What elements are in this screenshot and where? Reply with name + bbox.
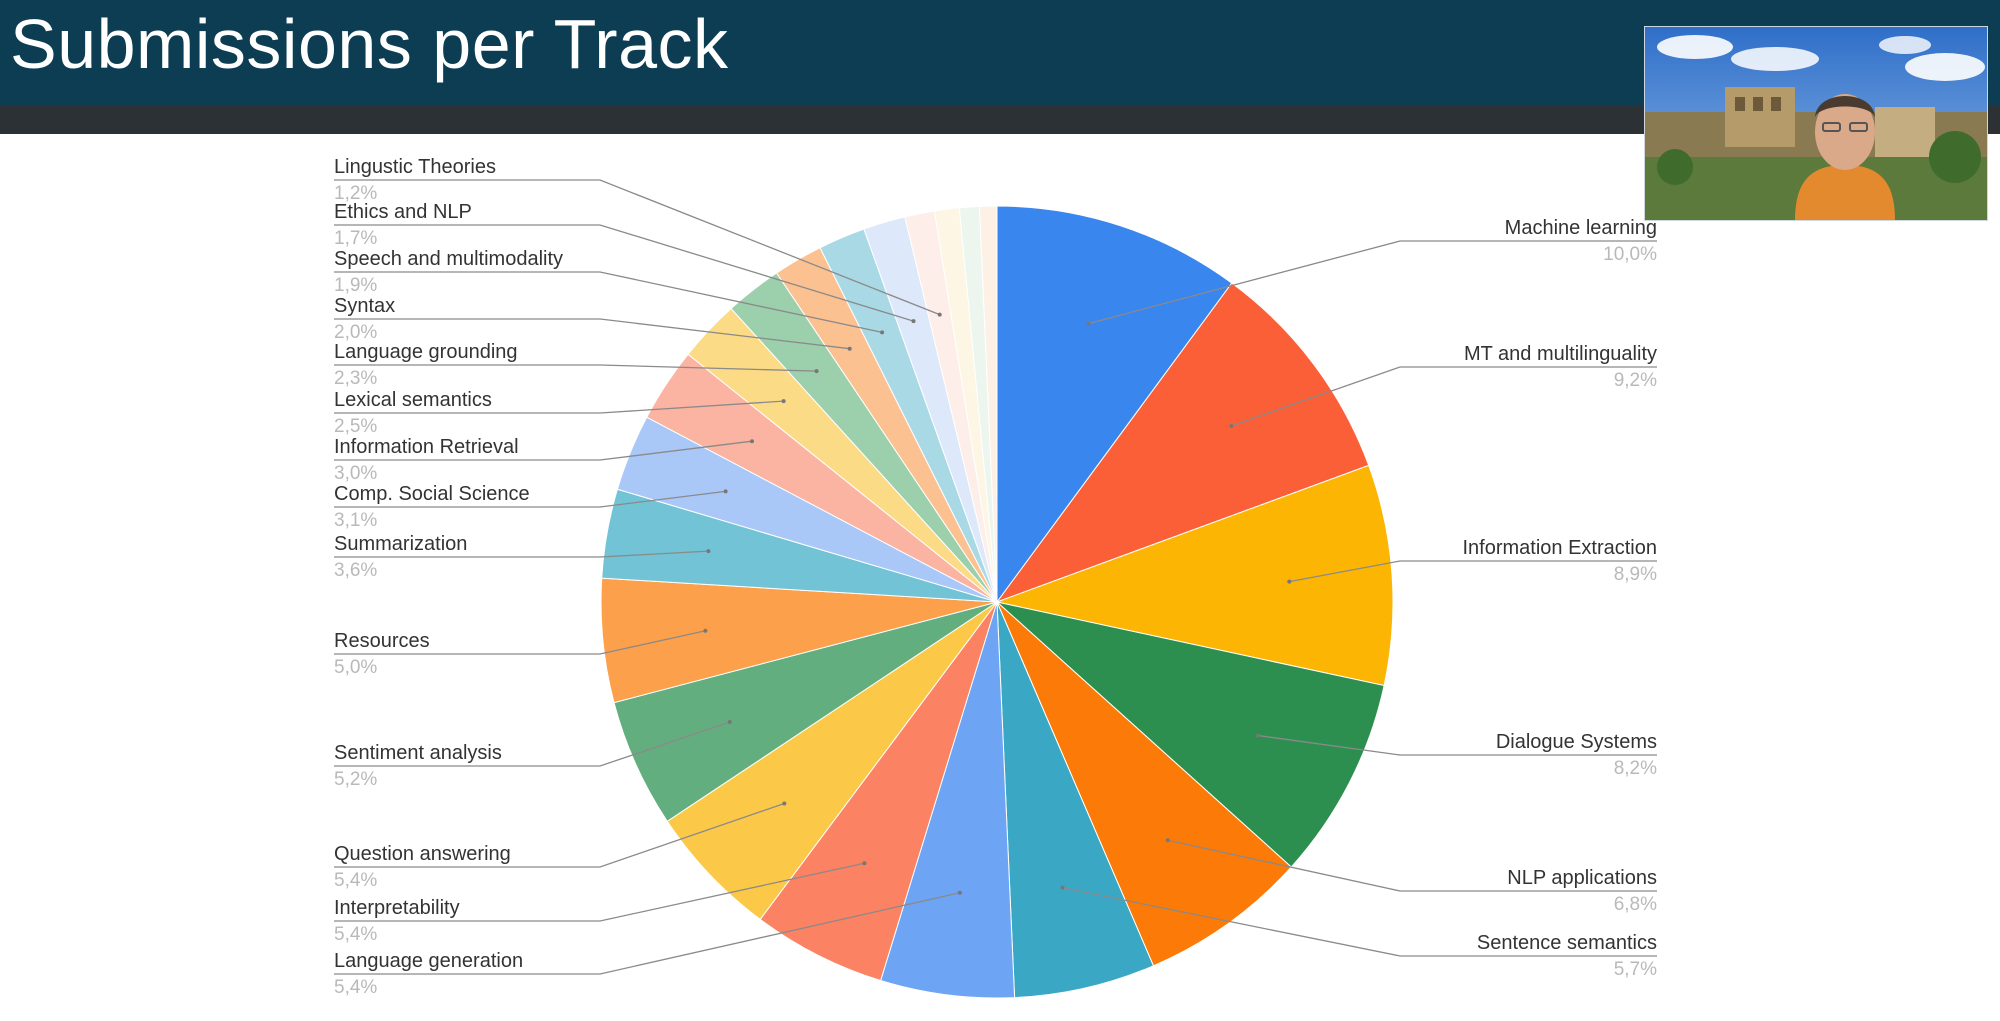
slice-value-question-answering: 5,4% <box>334 870 377 891</box>
slice-value-syntax: 2,0% <box>334 322 377 343</box>
slice-machine-learning <box>996 205 1233 604</box>
leader-line-information-retrieval <box>334 440 753 461</box>
slice-value-mt-and-multilinguality: 9,2% <box>1614 370 1657 391</box>
slice-value-interpretability: 5,4% <box>334 924 377 945</box>
slice-label-interpretability: Interpretability <box>334 897 460 919</box>
leader-lines <box>334 179 1657 975</box>
slice-label-machine-learning: Machine learning <box>1505 217 1657 239</box>
slice-value-dialogue-systems: 8,2% <box>1614 758 1657 779</box>
slice-label-summarization: Summarization <box>334 533 467 555</box>
leader-line-machine-learning <box>1088 240 1657 325</box>
slice-labels: Machine learning 10,0% MT and multilingual… <box>334 156 1657 998</box>
slice-value-machine-learning: 10,0% <box>1603 244 1657 265</box>
leader-line-dialogue-systems <box>1257 734 1657 756</box>
leader-dot-nlp-applications <box>1165 838 1170 843</box>
pie-slices <box>600 205 1394 999</box>
slice-label-language-generation: Language generation <box>334 950 523 972</box>
slice-label-syntax: Syntax <box>334 295 395 317</box>
leader-line-lexical-semantics <box>334 400 784 414</box>
slice-mt-and-multilinguality <box>995 282 1370 604</box>
slice-dialogue-systems <box>995 601 1385 868</box>
slice-value-language-grounding: 2,3% <box>334 368 377 389</box>
leader-line-mt-and-multilinguality <box>1231 366 1657 427</box>
leader-dot-information-extraction <box>1287 579 1292 584</box>
leader-line-information-extraction <box>1289 560 1657 583</box>
leader-dot-information-retrieval <box>750 439 754 444</box>
slice-label-language-grounding: Language grounding <box>334 341 518 363</box>
slice-label-question-answering: Question answering <box>334 843 511 865</box>
leader-line-resources <box>334 630 706 655</box>
leader-dot-interpretability <box>862 861 867 866</box>
leader-dot-summarization <box>706 549 711 554</box>
slice-label-sentence-semantics: Sentence semantics <box>1477 932 1657 954</box>
leader-dot-mt-and-multilinguality <box>1229 424 1234 428</box>
slice-label-information-retrieval: Information Retrieval <box>334 436 519 458</box>
slice-language-generation <box>879 601 1016 999</box>
slice-value-summarization: 3,6% <box>334 560 377 581</box>
slice-label-sentiment-analysis: Sentiment analysis <box>334 742 502 764</box>
leader-dot-lexical-semantics <box>781 399 786 404</box>
leader-line-language-grounding <box>334 364 817 372</box>
leader-dot-ethics-and-nlp <box>911 319 916 324</box>
presenter-webcam <box>1644 26 1988 221</box>
leader-dot-speech-and-multimodality <box>880 330 885 335</box>
slice-label-lingustic-theories: Lingustic Theories <box>334 156 496 178</box>
leader-dot-question-answering <box>782 801 787 806</box>
leader-dot-syntax <box>847 346 852 351</box>
leader-line-language-generation <box>334 892 961 975</box>
leader-dot-sentiment-analysis <box>727 720 732 724</box>
slice-interpretability <box>759 601 998 982</box>
leader-line-interpretability <box>334 862 865 922</box>
leader-dot-lingustic-theories <box>937 312 942 317</box>
leader-line-question-answering <box>334 802 785 868</box>
slice-label-lexical-semantics: Lexical semantics <box>334 389 492 411</box>
slice-value-lexical-semantics: 2,5% <box>334 416 377 437</box>
slice-nlp-applications <box>996 601 1292 967</box>
leader-line-lingustic-theories <box>334 179 940 316</box>
leader-line-speech-and-multimodality <box>334 271 883 334</box>
slice-label-resources: Resources <box>334 630 430 652</box>
slice-value-resources: 5,0% <box>334 657 377 678</box>
slice-value-sentiment-analysis: 5,2% <box>334 769 377 790</box>
leader-dot-sentence-semantics <box>1060 885 1065 890</box>
presenter-video-icon <box>1645 27 1987 220</box>
slice-value-sentence-semantics: 5,7% <box>1614 959 1657 980</box>
slice-value-information-extraction: 8,9% <box>1614 564 1657 585</box>
slice-label-speech-and-multimodality: Speech and multimodality <box>334 248 563 270</box>
slice-label-comp-social-science: Comp. Social Science <box>334 483 530 505</box>
slice-value-nlp-applications: 6,8% <box>1614 894 1657 915</box>
leader-dot-dialogue-systems <box>1255 733 1260 738</box>
slice-unlabeled-22 <box>978 205 998 603</box>
leader-line-nlp-applications <box>1167 839 1657 892</box>
leader-line-sentiment-analysis <box>334 721 730 767</box>
leader-dot-resources <box>703 628 708 633</box>
leader-line-ethics-and-nlp <box>334 224 914 322</box>
leader-line-sentence-semantics <box>1062 886 1657 957</box>
slice-value-lingustic-theories: 1,2% <box>334 183 377 204</box>
slide-title: Submissions per Track <box>10 5 729 83</box>
slice-value-speech-and-multimodality: 1,9% <box>334 275 377 296</box>
slice-information-extraction <box>995 464 1394 687</box>
slice-value-comp-social-science: 3,1% <box>334 510 377 531</box>
slice-value-information-retrieval: 3,0% <box>334 463 377 484</box>
leader-line-comp-social-science <box>334 490 726 508</box>
leader-line-syntax <box>334 318 850 350</box>
slice-label-information-extraction: Information Extraction <box>1462 537 1657 559</box>
slice-value-language-generation: 5,4% <box>334 977 377 998</box>
slice-label-dialogue-systems: Dialogue Systems <box>1496 731 1657 753</box>
leader-dot-language-generation <box>957 890 962 895</box>
leader-dot-comp-social-science <box>723 489 728 494</box>
leader-dot-machine-learning <box>1086 321 1091 326</box>
leader-line-summarization <box>334 550 709 558</box>
leader-dot-language-grounding <box>814 369 819 374</box>
slice-question-answering <box>666 601 998 921</box>
slice-label-ethics-and-nlp: Ethics and NLP <box>334 201 472 223</box>
slice-value-ethics-and-nlp: 1,7% <box>334 228 377 249</box>
slice-label-mt-and-multilinguality: MT and multilinguality <box>1464 343 1657 365</box>
slice-label-nlp-applications: NLP applications <box>1507 867 1657 889</box>
